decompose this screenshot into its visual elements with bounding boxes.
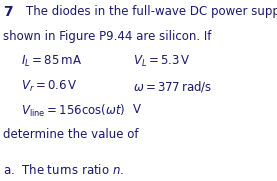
- Text: $V_{\mathrm{line}} = 156\cos(\omega t)$: $V_{\mathrm{line}} = 156\cos(\omega t)$: [21, 103, 125, 119]
- Text: $\omega = 377\,\mathrm{rad/s}$: $\omega = 377\,\mathrm{rad/s}$: [133, 79, 212, 94]
- Text: The diodes in the full-wave DC power supply: The diodes in the full-wave DC power sup…: [26, 5, 277, 18]
- Text: 7: 7: [3, 5, 12, 19]
- Text: determine the value of: determine the value of: [3, 128, 138, 141]
- Text: $V_L = 5.3\,\mathrm{V}$: $V_L = 5.3\,\mathrm{V}$: [133, 54, 191, 69]
- Text: $I_L = 85\,\mathrm{mA}$: $I_L = 85\,\mathrm{mA}$: [21, 54, 82, 69]
- Text: a.  The turns ratio $n$.: a. The turns ratio $n$.: [3, 163, 124, 177]
- Text: V: V: [133, 103, 141, 116]
- Text: shown in Figure P9.44 are silicon. If: shown in Figure P9.44 are silicon. If: [3, 30, 211, 43]
- Text: $V_r = 0.6\,\mathrm{V}$: $V_r = 0.6\,\mathrm{V}$: [21, 79, 78, 94]
